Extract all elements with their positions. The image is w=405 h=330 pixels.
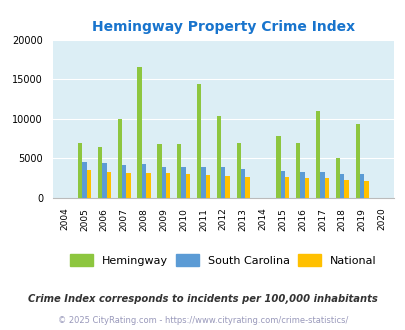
- Bar: [102, 163, 106, 198]
- Bar: [78, 143, 82, 198]
- Bar: [177, 144, 181, 198]
- Bar: [221, 167, 225, 198]
- Text: Crime Index corresponds to incidents per 100,000 inhabitants: Crime Index corresponds to incidents per…: [28, 294, 377, 304]
- Bar: [339, 174, 343, 198]
- Bar: [335, 158, 339, 198]
- Bar: [122, 165, 126, 198]
- Bar: [245, 177, 249, 198]
- Bar: [106, 172, 111, 198]
- Bar: [240, 170, 245, 198]
- Bar: [87, 170, 91, 198]
- Bar: [300, 172, 304, 198]
- Bar: [201, 167, 205, 198]
- Bar: [196, 84, 201, 198]
- Bar: [166, 174, 170, 198]
- Bar: [141, 164, 146, 198]
- Bar: [315, 111, 320, 198]
- Legend: Hemingway, South Carolina, National: Hemingway, South Carolina, National: [70, 254, 375, 266]
- Bar: [146, 173, 150, 198]
- Bar: [82, 162, 87, 198]
- Bar: [324, 178, 328, 198]
- Bar: [126, 173, 130, 198]
- Bar: [236, 143, 240, 198]
- Bar: [284, 178, 289, 198]
- Bar: [275, 136, 280, 198]
- Bar: [98, 147, 102, 198]
- Bar: [157, 144, 161, 198]
- Bar: [137, 67, 141, 198]
- Title: Hemingway Property Crime Index: Hemingway Property Crime Index: [92, 20, 354, 34]
- Bar: [181, 167, 185, 198]
- Bar: [216, 115, 221, 198]
- Bar: [359, 174, 363, 198]
- Bar: [225, 176, 229, 198]
- Bar: [343, 180, 348, 198]
- Bar: [363, 181, 368, 198]
- Bar: [185, 174, 190, 198]
- Bar: [304, 178, 308, 198]
- Bar: [161, 167, 166, 198]
- Bar: [295, 143, 300, 198]
- Bar: [205, 175, 209, 198]
- Bar: [355, 124, 359, 198]
- Bar: [280, 171, 284, 198]
- Text: © 2025 CityRating.com - https://www.cityrating.com/crime-statistics/: © 2025 CityRating.com - https://www.city…: [58, 316, 347, 325]
- Bar: [320, 172, 324, 198]
- Bar: [117, 119, 121, 198]
